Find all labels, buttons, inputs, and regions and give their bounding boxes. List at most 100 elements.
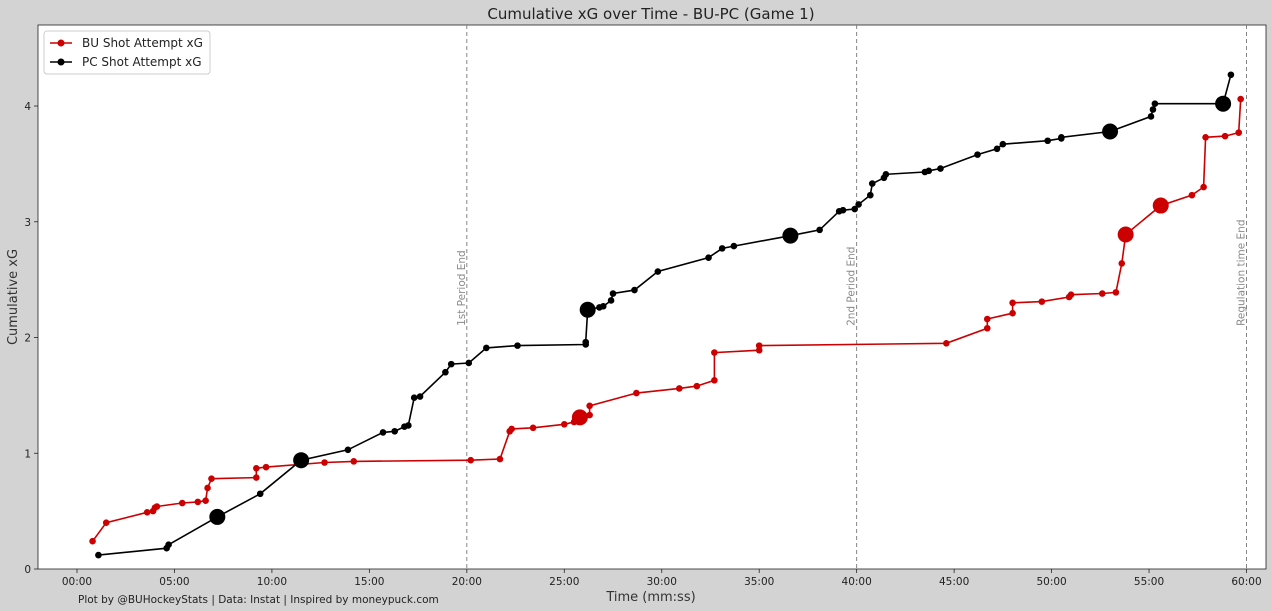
data-point-0-48 bbox=[1202, 133, 1209, 141]
data-point-0-47 bbox=[1200, 183, 1207, 191]
vline-label-0: 1st Period End bbox=[456, 250, 468, 326]
y-tick-label-2: 2 bbox=[24, 333, 31, 345]
data-point-1-28 bbox=[718, 245, 726, 252]
data-point-1-52 bbox=[1151, 100, 1159, 108]
data-point-0-51 bbox=[1237, 95, 1244, 103]
data-point-1-54 bbox=[1227, 71, 1235, 79]
data-point-0-20 bbox=[529, 424, 537, 432]
data-point-0-50 bbox=[1235, 129, 1243, 136]
data-point-1-20 bbox=[579, 301, 596, 318]
data-point-0-29 bbox=[711, 377, 718, 384]
data-point-1-51 bbox=[1149, 106, 1157, 113]
x-tick-label-2: 10:00 bbox=[257, 576, 287, 588]
data-point-0-36 bbox=[1009, 309, 1016, 317]
y-tick-label-0: 0 bbox=[24, 564, 31, 576]
data-point-0-31 bbox=[755, 346, 763, 354]
data-point-1-3 bbox=[209, 508, 226, 525]
legend: BU Shot Attempt xG PC Shot Attempt xG bbox=[43, 30, 211, 75]
data-point-0-34 bbox=[983, 324, 991, 332]
x-tick-label-7: 35:00 bbox=[744, 576, 774, 588]
data-point-0-27 bbox=[675, 385, 683, 392]
data-point-0-45 bbox=[1152, 197, 1169, 214]
data-point-0-28 bbox=[693, 382, 701, 390]
legend-marker-pc bbox=[57, 58, 65, 66]
data-point-0-38 bbox=[1038, 298, 1046, 305]
data-point-1-33 bbox=[839, 206, 847, 214]
data-point-1-14 bbox=[447, 360, 455, 368]
data-point-0-1 bbox=[102, 519, 110, 527]
data-point-0-21 bbox=[560, 421, 568, 428]
data-point-0-24 bbox=[586, 411, 593, 419]
data-point-1-12 bbox=[416, 393, 424, 400]
data-point-1-42 bbox=[937, 165, 944, 172]
data-point-0-8 bbox=[202, 497, 209, 505]
data-point-1-49 bbox=[1102, 123, 1119, 140]
data-point-1-53 bbox=[1215, 95, 1232, 112]
y-axis-label: Cumulative xG bbox=[6, 249, 21, 345]
data-point-1-15 bbox=[465, 359, 473, 367]
data-point-1-11 bbox=[410, 394, 418, 401]
data-point-0-32 bbox=[755, 342, 763, 349]
data-point-0-11 bbox=[253, 474, 260, 481]
data-point-1-46 bbox=[1044, 137, 1051, 145]
data-point-1-6 bbox=[344, 446, 352, 454]
data-point-1-29 bbox=[730, 242, 738, 250]
data-point-1-16 bbox=[483, 344, 490, 352]
x-axis-label: Time (mm:ss) bbox=[605, 590, 695, 605]
data-point-0-15 bbox=[350, 458, 358, 465]
data-point-1-25 bbox=[631, 286, 638, 294]
credit-text: Plot by @BUHockeyStats | Data: Instat | … bbox=[78, 594, 439, 606]
data-point-0-14 bbox=[321, 459, 328, 466]
x-tick-label-8: 40:00 bbox=[842, 576, 872, 588]
data-point-0-23 bbox=[571, 409, 588, 426]
data-point-0-26 bbox=[633, 389, 640, 397]
data-point-0-17 bbox=[496, 455, 504, 463]
data-point-0-43 bbox=[1118, 260, 1126, 267]
legend-label-pc: PC Shot Attempt xG bbox=[82, 55, 202, 69]
data-point-0-13 bbox=[262, 463, 270, 471]
legend-label-bu: BU Shot Attempt xG bbox=[82, 36, 203, 50]
data-point-1-45 bbox=[999, 140, 1007, 148]
data-point-0-6 bbox=[178, 499, 186, 507]
x-tick-label-4: 20:00 bbox=[452, 576, 482, 588]
data-point-0-16 bbox=[467, 456, 475, 464]
x-tick-label-0: 00:00 bbox=[62, 576, 92, 588]
data-point-1-30 bbox=[782, 227, 799, 244]
series-line-0 bbox=[91, 99, 1242, 542]
data-point-0-10 bbox=[208, 475, 215, 483]
data-point-0-37 bbox=[1009, 299, 1016, 307]
data-point-1-36 bbox=[867, 191, 874, 199]
data-point-1-27 bbox=[705, 254, 712, 261]
y-axis-ticks: 0 1 2 3 4 bbox=[24, 101, 38, 576]
x-tick-label-9: 45:00 bbox=[939, 576, 969, 588]
series-layer bbox=[89, 71, 1244, 559]
data-point-1-41 bbox=[925, 167, 933, 175]
data-point-0-5 bbox=[153, 503, 161, 510]
data-point-1-22 bbox=[599, 302, 607, 310]
data-point-1-7 bbox=[379, 429, 387, 436]
data-point-1-17 bbox=[514, 342, 521, 349]
data-point-1-5 bbox=[293, 452, 310, 469]
legend-box bbox=[43, 30, 211, 75]
data-point-0-40 bbox=[1067, 291, 1075, 298]
data-point-0-25 bbox=[586, 402, 593, 410]
x-tick-label-5: 25:00 bbox=[549, 576, 579, 588]
data-point-0-33 bbox=[943, 339, 950, 347]
data-point-1-2 bbox=[165, 541, 172, 548]
chart-title: Cumulative xG over Time - BU-PC (Game 1) bbox=[487, 5, 814, 23]
data-point-0-19 bbox=[508, 425, 515, 433]
data-point-1-48 bbox=[1058, 133, 1065, 141]
data-point-0-7 bbox=[194, 498, 202, 506]
period-end-lines: 1st Period End 2nd Period End Regulation t… bbox=[456, 25, 1248, 569]
x-tick-label-1: 05:00 bbox=[159, 576, 189, 588]
data-point-1-13 bbox=[442, 368, 449, 376]
data-point-0-0 bbox=[89, 537, 96, 545]
x-axis-ticks: 00:00 05:00 10:00 15:00 20:00 25:00 30:00 35:00… bbox=[62, 569, 1262, 588]
x-tick-label-3: 15:00 bbox=[354, 576, 384, 588]
vline-label-2: Regulation time End bbox=[1236, 220, 1248, 326]
vline-label-1: 2nd Period End bbox=[846, 247, 858, 326]
x-tick-label-11: 55:00 bbox=[1134, 576, 1164, 588]
data-point-1-8 bbox=[391, 427, 399, 435]
data-point-0-44 bbox=[1117, 226, 1134, 243]
